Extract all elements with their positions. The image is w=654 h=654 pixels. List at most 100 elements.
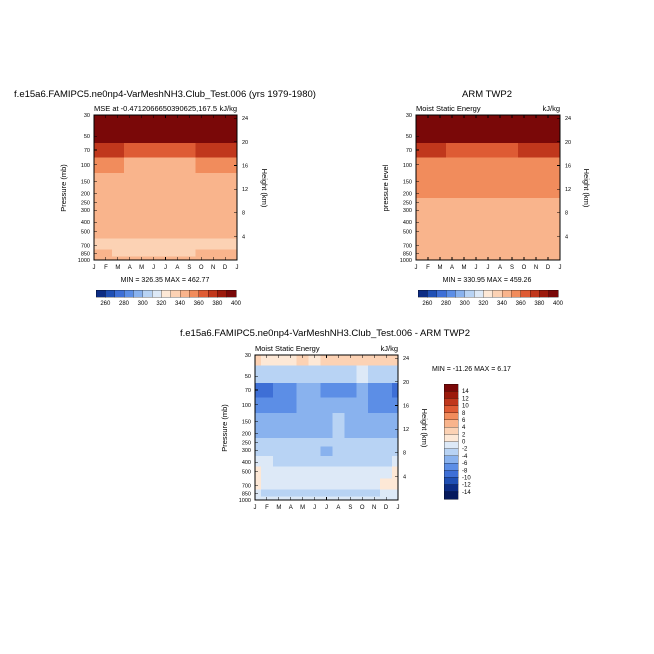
heatmap-cell [308, 383, 321, 398]
heatmap-cell [135, 249, 149, 258]
colorbar-label: 0 [462, 440, 466, 446]
x-tick-label: A [498, 265, 502, 271]
y-tick-label: 30 [84, 113, 90, 119]
y2-tick-label: 8 [242, 211, 245, 217]
heatmap-cell [99, 143, 113, 158]
heatmap-cell [260, 446, 274, 457]
heatmap-cell [482, 238, 495, 250]
heatmap-cell [332, 438, 345, 447]
heatmap-cell [368, 427, 381, 439]
min-max-stats: MIN = 330.95 MAX = 459.26 [443, 277, 532, 284]
heatmap-cell [416, 173, 423, 188]
heatmap-cell [94, 256, 101, 261]
heatmap-cell [470, 198, 483, 207]
heatmap-cell [344, 355, 357, 366]
y-tick-label: 50 [84, 134, 90, 140]
colorbar-box [520, 289, 531, 298]
heatmap-cell [446, 198, 459, 207]
heatmap-cell [344, 438, 357, 447]
heatmap-cell [482, 143, 495, 158]
x-tick-label: F [104, 265, 108, 271]
heatmap-cell [506, 143, 519, 158]
colorbar-box [142, 289, 153, 298]
y-tick-label: 200 [403, 191, 412, 197]
heatmap-cell [506, 125, 519, 144]
y-tick-label: 400 [403, 220, 412, 226]
heatmap-cell [518, 198, 531, 207]
heatmap-cell [284, 456, 298, 468]
heatmap-cell [494, 157, 507, 174]
heatmap-cell [296, 489, 310, 498]
x-tick-label: S [348, 505, 352, 511]
heatmap-cell [380, 438, 393, 447]
heatmap-cell [123, 238, 137, 250]
colorbar-label: 12 [462, 396, 469, 402]
colorbar-label: -10 [462, 475, 471, 481]
heatmap-cell [195, 143, 208, 158]
heatmap-cell [458, 157, 471, 174]
heatmap-cell [255, 478, 262, 490]
heatmap-cell [458, 143, 471, 158]
heatmap-cell [255, 489, 262, 498]
heatmap-cell [416, 143, 423, 158]
heatmap-cell [123, 249, 137, 258]
heatmap-cell [260, 413, 274, 428]
heatmap-cell [171, 143, 184, 158]
heatmap-cell [207, 125, 220, 144]
y-tick-label: 700 [81, 243, 90, 249]
heatmap-cell [380, 397, 393, 414]
heatmap-cell [195, 238, 208, 250]
y-tick-label: 150 [242, 420, 251, 426]
heatmap-cell [542, 157, 555, 174]
heatmap-cell [542, 143, 555, 158]
x-tick-label: J [415, 265, 418, 271]
heatmap-cell [207, 198, 220, 207]
heatmap-cell [470, 238, 483, 250]
heatmap-cell [159, 115, 172, 126]
y2-tick-label: 4 [403, 474, 406, 480]
heatmap-cell [416, 157, 423, 174]
heatmap-cell [111, 143, 125, 158]
heatmap-cell [111, 157, 125, 174]
panel-right-label: kJ/kg [219, 104, 237, 113]
heatmap-cell [356, 427, 369, 439]
heatmap-cell [147, 238, 160, 250]
heatmap-cell [255, 446, 262, 457]
y-tick-label: 1000 [400, 258, 412, 264]
heatmap-cell [94, 238, 101, 250]
colorbar-label: 2 [462, 432, 466, 438]
heatmap-cell [416, 216, 423, 228]
heatmap-cell [392, 478, 399, 490]
heatmap-cell [207, 249, 220, 258]
heatmap-cell [458, 198, 471, 207]
x-tick-label: N [372, 505, 376, 511]
heatmap-cell [422, 238, 435, 250]
heatmap-cell [530, 198, 543, 207]
heatmap-cell [111, 198, 125, 207]
heatmap-cell [434, 125, 447, 144]
heatmap-cell [422, 157, 435, 174]
colorbar-label: 260 [100, 301, 111, 307]
heatmap-cell [446, 143, 459, 158]
colorbar-label: -4 [462, 454, 468, 460]
colorbar-box [443, 391, 459, 399]
y-tick-label: 200 [81, 191, 90, 197]
heatmap-cell [135, 238, 149, 250]
heatmap-cell [207, 157, 220, 174]
heatmap-cell [392, 365, 399, 384]
heatmap-cell [260, 427, 274, 439]
heatmap-cell [530, 187, 543, 199]
heatmap-cell [183, 125, 196, 144]
heatmap-cell [470, 125, 483, 144]
heatmap-cell [123, 173, 137, 188]
heatmap-cell [231, 226, 238, 239]
heatmap-cell [380, 355, 393, 366]
colorbar-label: 300 [138, 301, 149, 307]
heatmap-cell [171, 125, 184, 144]
heatmap-cell [344, 466, 357, 479]
heatmap-cell [416, 115, 423, 126]
heatmap-cell [530, 206, 543, 217]
heatmap-cell [94, 198, 101, 207]
colorbar-box [443, 426, 459, 435]
